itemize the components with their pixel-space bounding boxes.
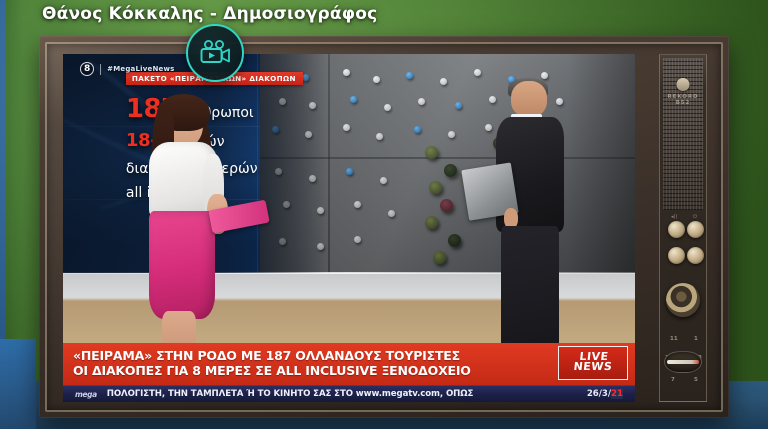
tone-knob[interactable] [687, 221, 704, 238]
dial-number-1: 1 [694, 336, 698, 342]
dial-number-4: 7 [671, 377, 675, 383]
lower-third: «ΠΕΙΡΑΜΑ» ΣΤΗΝ ΡΟΔΟ ΜΕ 187 ΟΛΛΑΝΔΟΥΣ ΤΟΥ… [63, 342, 635, 402]
tweeter-speaker [666, 283, 700, 317]
brightness-knob[interactable] [668, 247, 685, 264]
channel-number-bug: 8 [80, 62, 95, 77]
vintage-tv-cabinet: 8 #MegaLiveNews ΠΑΚΕΤΟ «ΠΕΙΡΑΜΑΤΙΚΩΝ» ΔΙ… [39, 36, 729, 418]
video-camera-icon[interactable] [186, 24, 244, 82]
live-news-logo: LIVE NEWS [558, 345, 628, 380]
mega-logo: mega [75, 389, 97, 399]
dial-number-0: 11 [670, 336, 678, 342]
news-ticker: mega ΠΟΛΟΓΙΣΤΗ, ΤΗΝ ΤΑΜΠΛΕΤΑ Ή ΤΟ ΚΙΝΗΤΟ… [63, 385, 635, 402]
headline-line-2: ΟΙ ΔΙΑΚΟΠΕΣ ΓΙΑ 8 ΜΕΡΕΣ ΣΕ ALL INCLUSIVE… [73, 363, 471, 379]
channel-bug-row: 8 #MegaLiveNews [80, 62, 175, 77]
tv-bevel [45, 42, 723, 412]
brand-emblem-icon [676, 78, 690, 91]
guest-head [510, 80, 547, 118]
guest-journalist-man [461, 75, 595, 378]
ticker-text: ΠΟΛΟΓΙΣΤΗ, ΤΗΝ ΤΑΜΠΛΕΤΑ Ή ΤΟ ΚΙΝΗΤΟ ΣΑΣ … [106, 389, 474, 399]
ticker-date-day: 26/3/ [586, 389, 612, 399]
dial-number-5: 5 [694, 377, 698, 383]
video-title-bar: Θάνος Κόκκαλης - Δημοσιογράφος [0, 0, 768, 28]
hashtag-label: #MegaLiveNews [107, 65, 175, 74]
tuning-dial[interactable]: 11 1 10 3 7 5 [664, 333, 702, 387]
news-anchor-woman [120, 85, 270, 374]
volume-knob[interactable] [668, 221, 685, 238]
headline-banner: «ΠΕΙΡΑΜΑ» ΣΤΗΝ ΡΟΔΟ ΜΕ 187 ΟΛΛΑΝΔΟΥΣ ΤΟΥ… [63, 342, 635, 385]
guest-hand [503, 208, 519, 230]
ticker-date: 26/3/21 [581, 389, 635, 399]
tv-screen: 8 #MegaLiveNews ΠΑΚΕΤΟ «ΠΕΙΡΑΜΑΤΙΚΩΝ» ΔΙ… [63, 54, 635, 402]
studio-desk-edge [63, 271, 635, 274]
speaker-grille: REKORD B52 [663, 58, 703, 210]
dial-needle[interactable] [667, 360, 699, 364]
headline-line-1: «ΠΕΙΡΑΜΑ» ΣΤΗΝ ΡΟΔΟ ΜΕ 187 ΟΛΛΑΝΔΟΥΣ ΤΟΥ… [73, 347, 460, 363]
live-logo-line-2: NEWS [572, 360, 613, 374]
anchor-pink-skirt [149, 210, 215, 320]
knob-label-power-icon: ⏻ [693, 214, 697, 220]
knob-cluster: ◂)) ⏻ [663, 213, 704, 275]
panel-brand-label: REKORD B52 [667, 94, 699, 106]
ticker-date-year: 21 [611, 389, 623, 399]
knob-label-speaker-icon: ◂)) [671, 214, 678, 220]
bug-separator [100, 63, 102, 75]
page-title: Θάνος Κόκκαλης - Δημοσιογράφος [42, 4, 378, 24]
contrast-knob[interactable] [687, 247, 704, 264]
tv-control-panel: REKORD B52 ◂)) ⏻ 11 1 10 3 7 5 [659, 54, 707, 402]
floor-left-strip [0, 339, 36, 429]
